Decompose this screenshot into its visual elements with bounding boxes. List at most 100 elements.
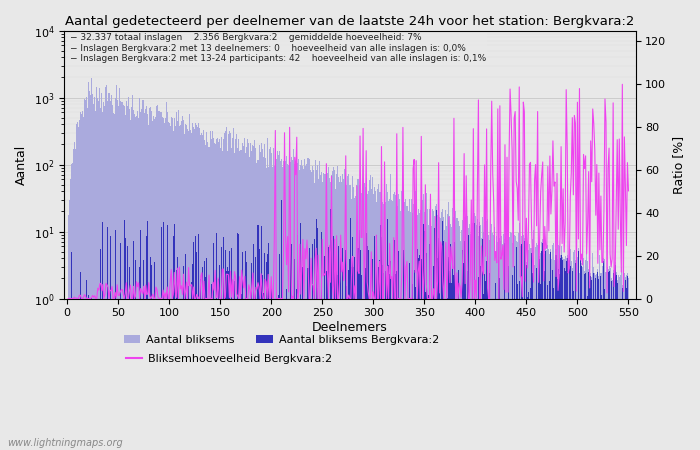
Bar	[295, 164, 296, 450]
Bar	[90, 95, 91, 450]
Bar	[452, 268, 454, 450]
Bar	[387, 192, 388, 450]
Bar	[194, 129, 195, 450]
Bar	[470, 234, 471, 450]
Bar	[538, 248, 539, 450]
Bar	[346, 287, 347, 450]
Bar	[229, 251, 230, 450]
Bar	[245, 153, 246, 450]
Bar	[136, 116, 137, 450]
Bar	[374, 191, 376, 450]
Bar	[118, 106, 119, 450]
Bar	[196, 126, 197, 450]
Bar	[615, 265, 616, 450]
Bar	[419, 213, 420, 450]
Bar	[280, 161, 281, 450]
Bar	[70, 179, 71, 450]
Bar	[251, 263, 253, 450]
Bar	[119, 89, 120, 450]
Bar	[421, 202, 422, 450]
Bar	[524, 241, 525, 450]
Bar	[302, 267, 303, 450]
Bar	[566, 261, 567, 450]
Bar	[503, 234, 505, 450]
Bar	[517, 284, 518, 450]
Bar	[486, 261, 487, 450]
Bar	[249, 157, 251, 450]
Bar	[410, 212, 411, 450]
Bar	[603, 261, 605, 450]
Bar	[135, 260, 136, 450]
Bar	[368, 250, 369, 450]
Bar	[556, 279, 557, 450]
Bar	[518, 233, 519, 450]
Bar	[204, 261, 205, 450]
Bar	[389, 199, 390, 450]
Bar	[416, 249, 418, 450]
Bar	[516, 241, 517, 450]
Bar	[559, 258, 561, 450]
Bar	[545, 248, 546, 450]
Bar	[484, 222, 485, 450]
Bar	[482, 239, 483, 450]
Bar	[127, 246, 128, 450]
Bar	[437, 215, 438, 450]
Bar	[182, 117, 183, 450]
Bar	[376, 202, 377, 450]
Legend: Bliksemhoeveelheid Bergkvara:2: Bliksemhoeveelheid Bergkvara:2	[121, 349, 336, 368]
Bar	[225, 250, 226, 450]
Bar	[128, 97, 129, 450]
Bar	[546, 250, 547, 450]
Bar	[131, 107, 132, 450]
Bar	[587, 296, 588, 450]
Bar	[585, 274, 586, 450]
Bar	[599, 255, 601, 450]
Bar	[247, 140, 248, 450]
Bar	[76, 124, 77, 450]
Bar	[236, 135, 237, 450]
Bar	[583, 257, 584, 450]
Bar	[324, 174, 325, 450]
Bar	[187, 129, 188, 450]
Bar	[293, 149, 294, 450]
Bar	[278, 295, 279, 450]
Bar	[169, 298, 171, 450]
Bar	[491, 224, 492, 450]
Bar	[71, 162, 73, 450]
Bar	[621, 267, 622, 450]
Bar	[331, 175, 332, 450]
Bar	[512, 233, 514, 450]
Bar	[483, 294, 484, 450]
Bar	[626, 288, 627, 450]
Bar	[228, 271, 229, 450]
Bar	[147, 113, 148, 450]
Bar	[550, 252, 552, 450]
Bar	[326, 170, 327, 450]
Bar	[209, 131, 211, 450]
Bar	[430, 208, 431, 450]
Bar	[572, 271, 573, 450]
Bar	[608, 266, 610, 450]
Bar	[234, 153, 235, 450]
Bar	[381, 237, 382, 450]
Bar	[262, 157, 264, 450]
Bar	[578, 252, 579, 450]
Bar	[88, 295, 89, 450]
Bar	[528, 292, 529, 450]
Bar	[589, 276, 590, 450]
Bar	[80, 272, 81, 450]
Bar	[535, 247, 536, 450]
Bar	[463, 241, 465, 450]
Bar	[305, 166, 307, 450]
Bar	[590, 276, 592, 450]
Bliksemhoeveelheid Bergkvara:2	[618, 81, 626, 87]
Bar	[195, 123, 196, 450]
Bar	[347, 176, 349, 450]
Bar	[314, 160, 316, 450]
Bar	[237, 234, 238, 450]
Bar	[173, 131, 174, 450]
Bar	[134, 114, 135, 450]
Bar	[588, 270, 589, 450]
Bar	[505, 298, 507, 450]
Bar	[598, 279, 599, 450]
